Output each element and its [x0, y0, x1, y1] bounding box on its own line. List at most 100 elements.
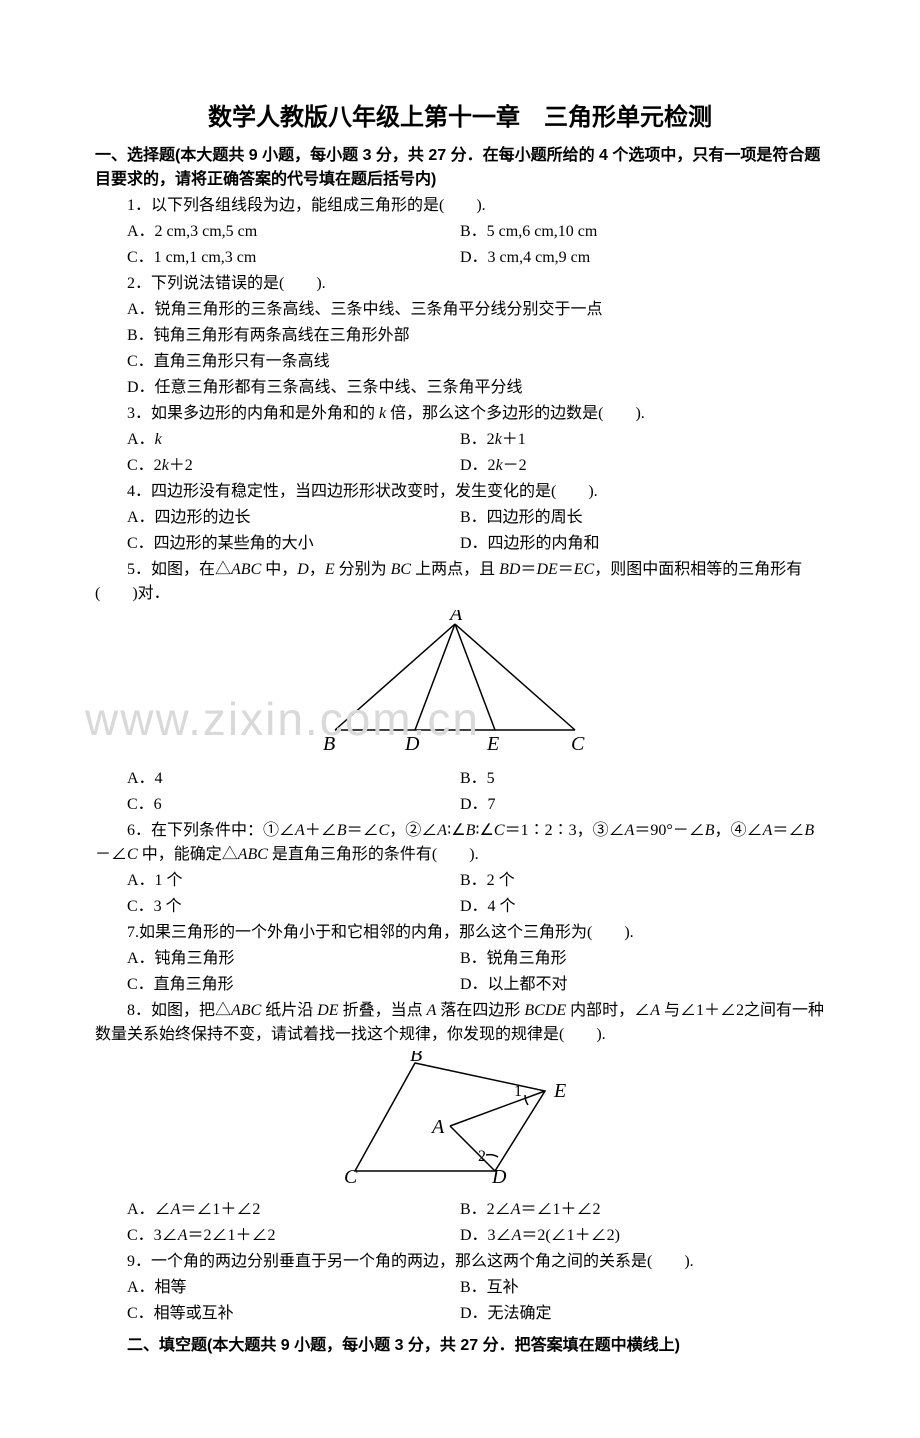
q8-bcde: BCDE — [524, 1002, 566, 1019]
q6-opt-a: A．1 个 — [95, 869, 460, 893]
q8-label-a: A — [430, 1116, 445, 1138]
q3-pre: 3．如果多边形的内角和是外角和的 — [127, 405, 379, 422]
q5-label-a: A — [448, 610, 463, 625]
q5-opt-d: D．7 — [460, 793, 825, 817]
q6-e2: ＝1∶2∶3，③∠ — [505, 822, 625, 839]
q1-opt-c: C．1 cm,1 cm,3 cm — [95, 246, 460, 270]
q8-a: A — [427, 1002, 437, 1019]
q2-opt-a: A．锐角三角形的三条高线、三条中线、三条角平分线分别交于一点 — [95, 298, 825, 322]
q8b-pre: B．2∠ — [460, 1201, 511, 1218]
q5-label-b: B — [323, 733, 335, 755]
q8-m4: 内部时，∠ — [566, 1002, 650, 1019]
q5-opt-b: B．5 — [460, 767, 825, 791]
q8-label-1: 1 — [514, 1083, 522, 1100]
q3c-k: k — [162, 457, 169, 474]
q4-opt-d: D．四边形的内角和 — [460, 532, 825, 556]
q8-opt-d: D．3∠A＝2(∠1＋∠2) — [460, 1224, 825, 1248]
q8-opt-c: C．3∠A＝2∠1＋∠2 — [95, 1224, 460, 1248]
q2-opt-c: C．直角三角形只有一条高线 — [95, 350, 825, 374]
q4-opt-b: B．四边形的周长 — [460, 506, 825, 530]
q8a-pre: A．∠ — [127, 1201, 171, 1218]
q5-m4: 上两点，且 — [411, 561, 499, 578]
q3a-k: k — [155, 431, 162, 448]
q7-opt-c: C．直角三角形 — [95, 973, 460, 997]
section-2-header: 二、填空题(本大题共 9 小题，每小题 3 分，共 27 分．把答案填在题中横线… — [95, 1334, 825, 1358]
q2-opt-b: B．钝角三角形有两条高线在三角形外部 — [95, 324, 825, 348]
q6-b3: B — [705, 822, 715, 839]
q6-e4: ＝∠ — [772, 822, 804, 839]
q4-opt-c: C．四边形的某些角的大小 — [95, 532, 460, 556]
q8-m3: 落在四边形 — [436, 1002, 524, 1019]
q4-opt-a: A．四边形的边长 — [95, 506, 460, 530]
q8-figure: B E A C D 1 2 — [95, 1051, 825, 1194]
q5-bc: BC — [391, 561, 411, 578]
q5-label-e: E — [486, 733, 499, 755]
q6-m3: 中，能确定△ — [138, 846, 238, 863]
q5-figure: A B D E C — [95, 610, 825, 763]
q8-de: DE — [317, 1002, 338, 1019]
q8-label-2: 2 — [478, 1148, 486, 1165]
q3b-post: ＋1 — [502, 431, 526, 448]
q3-opt-c: C．2k＋2 — [95, 454, 460, 478]
q6-e3: ＝90°－∠ — [634, 822, 704, 839]
q8-opt-b: B．2∠A＝∠1＋∠2 — [460, 1198, 825, 1222]
q9-opt-d: D．无法确定 — [460, 1302, 825, 1326]
q3c-post: ＋2 — [169, 457, 193, 474]
q5-ec: EC — [574, 561, 594, 578]
q8c-pre: C．3∠ — [127, 1227, 178, 1244]
q1-stem: 1．以下列各组线段为边，能组成三角形的是( ). — [95, 194, 825, 218]
q8b-a: A — [511, 1201, 521, 1218]
q8c-a: A — [178, 1227, 188, 1244]
q6-co1: ∶∠ — [447, 822, 466, 839]
q6-minus: －∠ — [95, 846, 127, 863]
q5-eq2: ＝ — [558, 561, 574, 578]
q8b-post: ＝∠1＋∠2 — [520, 1201, 600, 1218]
q5-eq1: ＝ — [520, 561, 536, 578]
q6-c1: C — [379, 822, 390, 839]
q6-post: 是直角三角形的条件有( ). — [268, 846, 479, 863]
q6-opt-b: B．2 个 — [460, 869, 825, 893]
q5-opt-a: A．4 — [95, 767, 460, 791]
q3-opt-d: D．2k－2 — [460, 454, 825, 478]
q5-abc: ABC — [231, 561, 261, 578]
q6-c4: C — [127, 846, 138, 863]
q9-stem: 9．一个角的两边分别垂直于另一个角的两边，那么这两个角之间的关系是( ). — [95, 1250, 825, 1274]
q8-label-e: E — [553, 1080, 566, 1102]
q6-b2: B — [466, 822, 476, 839]
q5-label-d: D — [404, 733, 420, 755]
q6-p1: ＋∠ — [305, 822, 337, 839]
q6-m1: ，②∠ — [389, 822, 437, 839]
q6-opt-d: D．4 个 — [460, 895, 825, 919]
q8-pre: 8．如图，把△ — [127, 1002, 231, 1019]
q1-opt-d: D．3 cm,4 cm,9 cm — [460, 246, 825, 270]
q8-label-c: C — [344, 1166, 358, 1186]
q8c-post: ＝2∠1＋∠2 — [187, 1227, 275, 1244]
q3-opt-a: A．k — [95, 428, 460, 452]
q6-co2: ∶∠ — [475, 822, 494, 839]
q3b-pre: B．2 — [460, 431, 495, 448]
q3d-pre: D．2 — [460, 457, 496, 474]
q8-m2: 折叠，当点 — [339, 1002, 427, 1019]
q6-c2: C — [494, 822, 505, 839]
q8-stem: 8．如图，把△ABC 纸片沿 DE 折叠，当点 A 落在四边形 BCDE 内部时… — [95, 999, 825, 1047]
q6-b4: B — [804, 822, 814, 839]
q8a-post: ＝∠1＋∠2 — [180, 1201, 260, 1218]
q3c-pre: C．2 — [127, 457, 162, 474]
q5-m1: 中， — [261, 561, 297, 578]
q3b-k: k — [495, 431, 502, 448]
q6-b1: B — [337, 822, 347, 839]
q5-label-c: C — [571, 733, 585, 755]
q9-opt-b: B．互补 — [460, 1276, 825, 1300]
q6-abc: ABC — [238, 846, 268, 863]
q7-opt-b: B．锐角三角形 — [460, 947, 825, 971]
q2-stem: 2．下列说法错误的是( ). — [95, 272, 825, 296]
q6-a1: A — [295, 822, 305, 839]
section-1-header: 一、选择题(本大题共 9 小题，每小题 3 分，共 27 分．在每小题所给的 4… — [95, 144, 825, 192]
page-title: 数学人教版八年级上第十一章 三角形单元检测 — [95, 100, 825, 136]
q3d-k: k — [496, 457, 503, 474]
q5-d: D — [297, 561, 309, 578]
q5-bd: BD — [499, 561, 520, 578]
q8-abc: ABC — [231, 1002, 261, 1019]
q6-pre: 6．在下列条件中：①∠ — [127, 822, 295, 839]
q6-m2: ，④∠ — [715, 822, 763, 839]
